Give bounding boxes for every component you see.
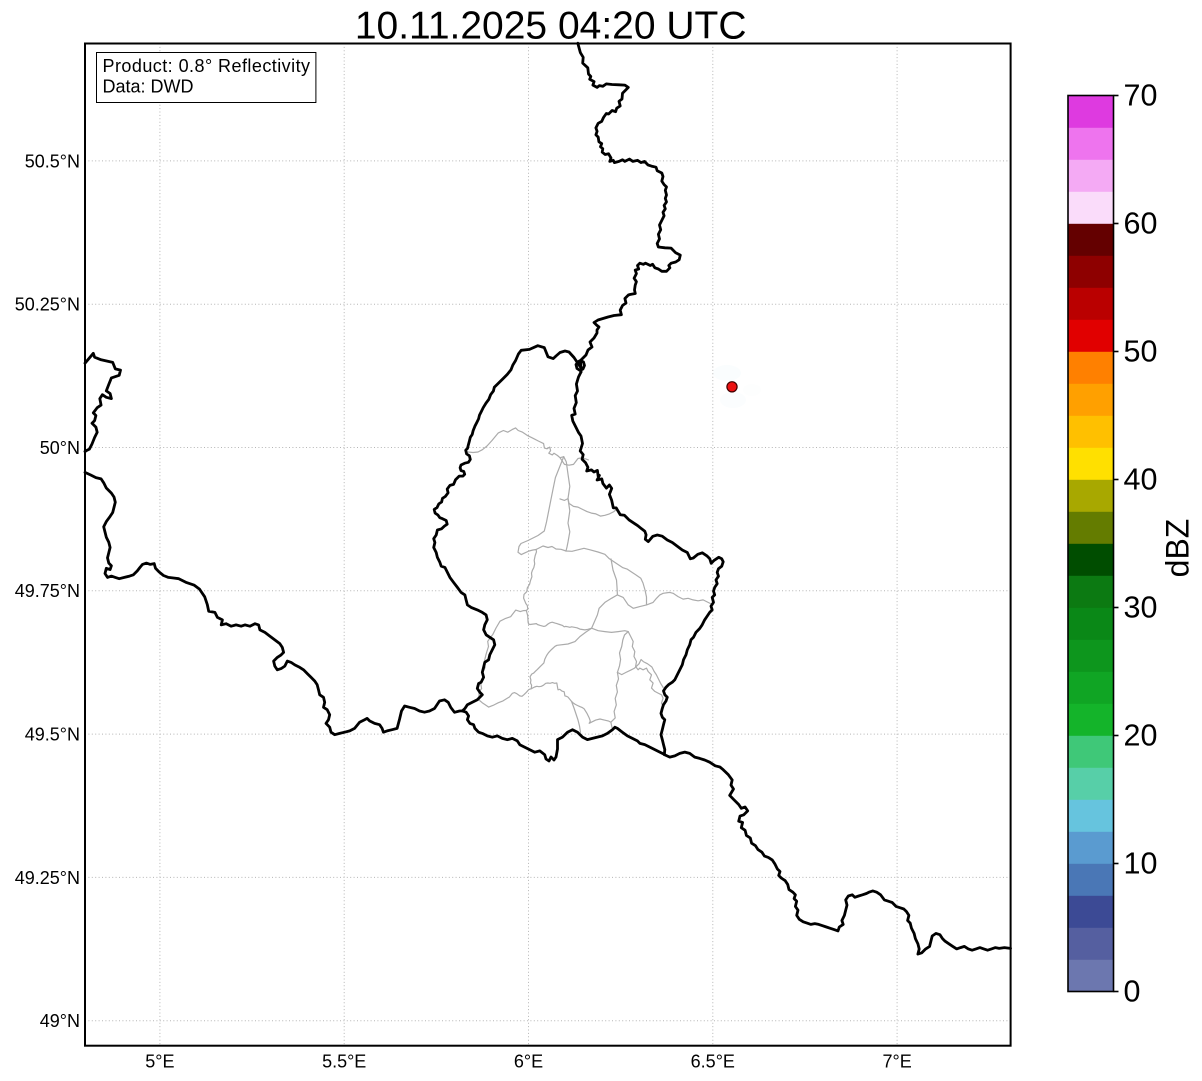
svg-text:5.5°E: 5.5°E <box>322 1051 366 1071</box>
svg-text:50.5°N: 50.5°N <box>25 151 80 171</box>
svg-text:49.5°N: 49.5°N <box>25 725 80 745</box>
svg-text:60: 60 <box>1124 207 1158 241</box>
svg-text:6.5°E: 6.5°E <box>691 1051 735 1071</box>
svg-text:dBZ: dBZ <box>1160 519 1196 578</box>
svg-text:Product: 0.8° Reflectivity: Product: 0.8° Reflectivity <box>103 56 311 76</box>
svg-text:50°N: 50°N <box>40 438 80 458</box>
svg-text:6°E: 6°E <box>514 1051 543 1071</box>
svg-text:70: 70 <box>1124 79 1158 113</box>
svg-text:7°E: 7°E <box>882 1051 911 1071</box>
svg-text:49.25°N: 49.25°N <box>15 868 80 888</box>
svg-text:10.11.2025 04:20 UTC: 10.11.2025 04:20 UTC <box>355 5 747 48</box>
svg-text:20: 20 <box>1124 719 1158 753</box>
svg-text:0: 0 <box>1124 975 1141 1009</box>
svg-text:Data: DWD: Data: DWD <box>103 77 194 97</box>
svg-text:30: 30 <box>1124 591 1158 625</box>
svg-text:40: 40 <box>1124 463 1158 497</box>
svg-text:5°E: 5°E <box>145 1051 174 1071</box>
svg-text:49.75°N: 49.75°N <box>15 581 80 601</box>
svg-text:50: 50 <box>1124 335 1158 369</box>
svg-text:10: 10 <box>1124 847 1158 881</box>
svg-text:50.25°N: 50.25°N <box>15 295 80 315</box>
svg-text:49°N: 49°N <box>40 1011 80 1031</box>
